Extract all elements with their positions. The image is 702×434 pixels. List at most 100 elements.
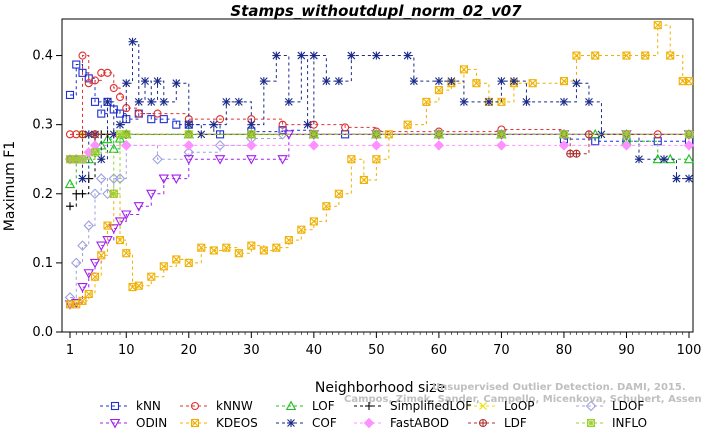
data-point-LDOF-15 xyxy=(152,153,163,165)
data-point-COF-20 xyxy=(184,120,193,129)
data-point-COF-80 xyxy=(559,97,568,106)
legend-marker-COF xyxy=(287,419,295,427)
legend-label-INFLO: INFLO xyxy=(612,416,647,430)
data-point-COF-68 xyxy=(484,97,493,106)
data-point-KDEOS-5 xyxy=(90,272,100,281)
data-point-kNN-6 xyxy=(97,109,106,118)
series-KDEOS xyxy=(65,21,694,309)
data-point-KDEOS-34 xyxy=(272,243,281,252)
data-point-KDEOS-38 xyxy=(297,225,306,234)
data-point-KDEOS-14 xyxy=(147,272,156,281)
watermark-line-2: Campos, Zimek, Sander, Campello, Micenko… xyxy=(344,394,702,405)
plot-frame xyxy=(61,18,694,333)
data-point-INFLO-30 xyxy=(247,130,256,139)
data-point-COF-9 xyxy=(116,120,125,129)
data-point-COF-82 xyxy=(572,79,581,88)
data-point-KDEOS-85 xyxy=(591,51,600,60)
data-point-INFLO-3 xyxy=(78,155,87,164)
watermark-line-1: Unsupervised Outlier Detection. DAMI, 20… xyxy=(432,382,686,393)
data-point-KDEOS-18 xyxy=(172,255,181,264)
legend-label-ODIN: ODIN xyxy=(136,416,167,430)
data-point-KDEOS-7 xyxy=(103,221,112,230)
x-tick-label-9: 90 xyxy=(618,343,635,358)
data-point-COF-55 xyxy=(403,51,412,60)
data-point-kNN-3 xyxy=(78,68,87,77)
legend-label-KDEOS: KDEOS xyxy=(216,416,258,430)
data-point-INFLO-70 xyxy=(497,130,506,139)
data-point-COF-18 xyxy=(172,79,181,88)
data-point-kNNW-7 xyxy=(103,68,112,77)
data-point-LOF-100 xyxy=(683,153,695,164)
data-point-COF-56 xyxy=(409,77,418,86)
data-point-KDEOS-48 xyxy=(359,175,368,185)
x-tick-label-10: 100 xyxy=(677,343,702,358)
data-point-KDEOS-28 xyxy=(234,249,243,258)
data-point-COF-92 xyxy=(634,155,643,164)
series-line-kNN xyxy=(70,64,689,142)
data-point-ODIN-16 xyxy=(158,174,170,185)
series-line-kNNW xyxy=(70,55,689,135)
legend-item-LDF: LDF xyxy=(468,416,527,430)
series-line-INFLO xyxy=(70,133,689,195)
data-point-COF-7 xyxy=(103,97,112,106)
data-point-COF-26 xyxy=(222,97,231,106)
legend-item-LDOF: LDOF xyxy=(576,399,644,413)
legend-marker-ODIN xyxy=(109,418,121,429)
data-point-kNNW-3 xyxy=(78,51,87,60)
data-point-ODIN-5 xyxy=(89,258,101,269)
data-point-COF-50 xyxy=(372,51,381,60)
data-point-KDEOS-10 xyxy=(122,249,131,258)
legend-label-LoOP: LoOP xyxy=(504,399,535,413)
data-point-INFLO-5 xyxy=(90,148,100,157)
data-point-kNN-1 xyxy=(65,90,75,99)
plot-area: 1 10 20 30 40 50 60 70 80 90 100 0.0 0.1 0.2 0.3 0.4 xyxy=(32,18,702,358)
data-point-ODIN-30 xyxy=(246,155,257,165)
data-point-COF-24 xyxy=(209,120,218,129)
data-point-kNN-16 xyxy=(159,115,168,124)
data-point-KDEOS-80 xyxy=(559,77,568,86)
data-point-KDEOS-82 xyxy=(572,51,581,60)
data-point-KDEOS-46 xyxy=(347,155,356,164)
data-point-COF-62 xyxy=(447,77,456,86)
legend-item-kNN: kNN xyxy=(100,399,161,413)
legend-item-kNNW: kNNW xyxy=(180,399,253,413)
data-point-LDF-3 xyxy=(78,130,87,139)
data-point-KDEOS-44 xyxy=(334,189,343,198)
data-point-kNN-2 xyxy=(72,60,81,69)
data-point-INFLO-20 xyxy=(184,130,193,139)
legend-label-FastABOD: FastABOD xyxy=(390,416,449,430)
x-tick-label-7: 70 xyxy=(493,343,510,358)
data-point-COF-30 xyxy=(247,120,256,129)
data-point-INFLO-100 xyxy=(684,130,694,139)
data-point-LDOF-2 xyxy=(70,257,82,269)
data-point-INFLO-10 xyxy=(122,130,131,139)
data-point-COF-96 xyxy=(659,155,668,164)
x-tick-label-3: 30 xyxy=(243,343,260,358)
data-point-COF-38 xyxy=(297,51,306,60)
data-point-ODIN-6 xyxy=(96,241,107,252)
data-point-KDEOS-42 xyxy=(322,202,331,211)
legend-label-LOF: LOF xyxy=(312,399,335,413)
data-point-kNN-18 xyxy=(172,120,181,129)
data-point-KDEOS-6 xyxy=(97,251,106,260)
data-point-FastABOD-30 xyxy=(246,140,257,151)
data-point-COF-36 xyxy=(284,97,293,106)
data-point-COF-32 xyxy=(259,77,268,86)
data-point-KDEOS-24 xyxy=(209,246,218,255)
y-tick-label-4: 0.4 xyxy=(32,49,53,64)
data-point-ODIN-18 xyxy=(171,174,182,185)
legend-marker-LOF xyxy=(285,400,297,411)
data-point-kNNW-8 xyxy=(109,83,118,93)
data-point-COF-98 xyxy=(672,174,681,183)
data-point-LDF-5 xyxy=(90,130,100,139)
data-point-KDEOS-75 xyxy=(528,79,537,88)
data-point-kNNW-5 xyxy=(90,76,100,85)
data-point-ODIN-20 xyxy=(183,155,195,165)
data-point-ODIN-35 xyxy=(277,155,288,165)
data-point-kNNW-35 xyxy=(278,120,287,129)
data-point-ODIN-4 xyxy=(83,269,94,279)
data-point-kNN-14 xyxy=(147,115,156,124)
data-point-KDEOS-36 xyxy=(284,236,293,245)
y-tick-label-2: 0.2 xyxy=(32,187,53,202)
data-point-COF-64 xyxy=(459,97,468,106)
